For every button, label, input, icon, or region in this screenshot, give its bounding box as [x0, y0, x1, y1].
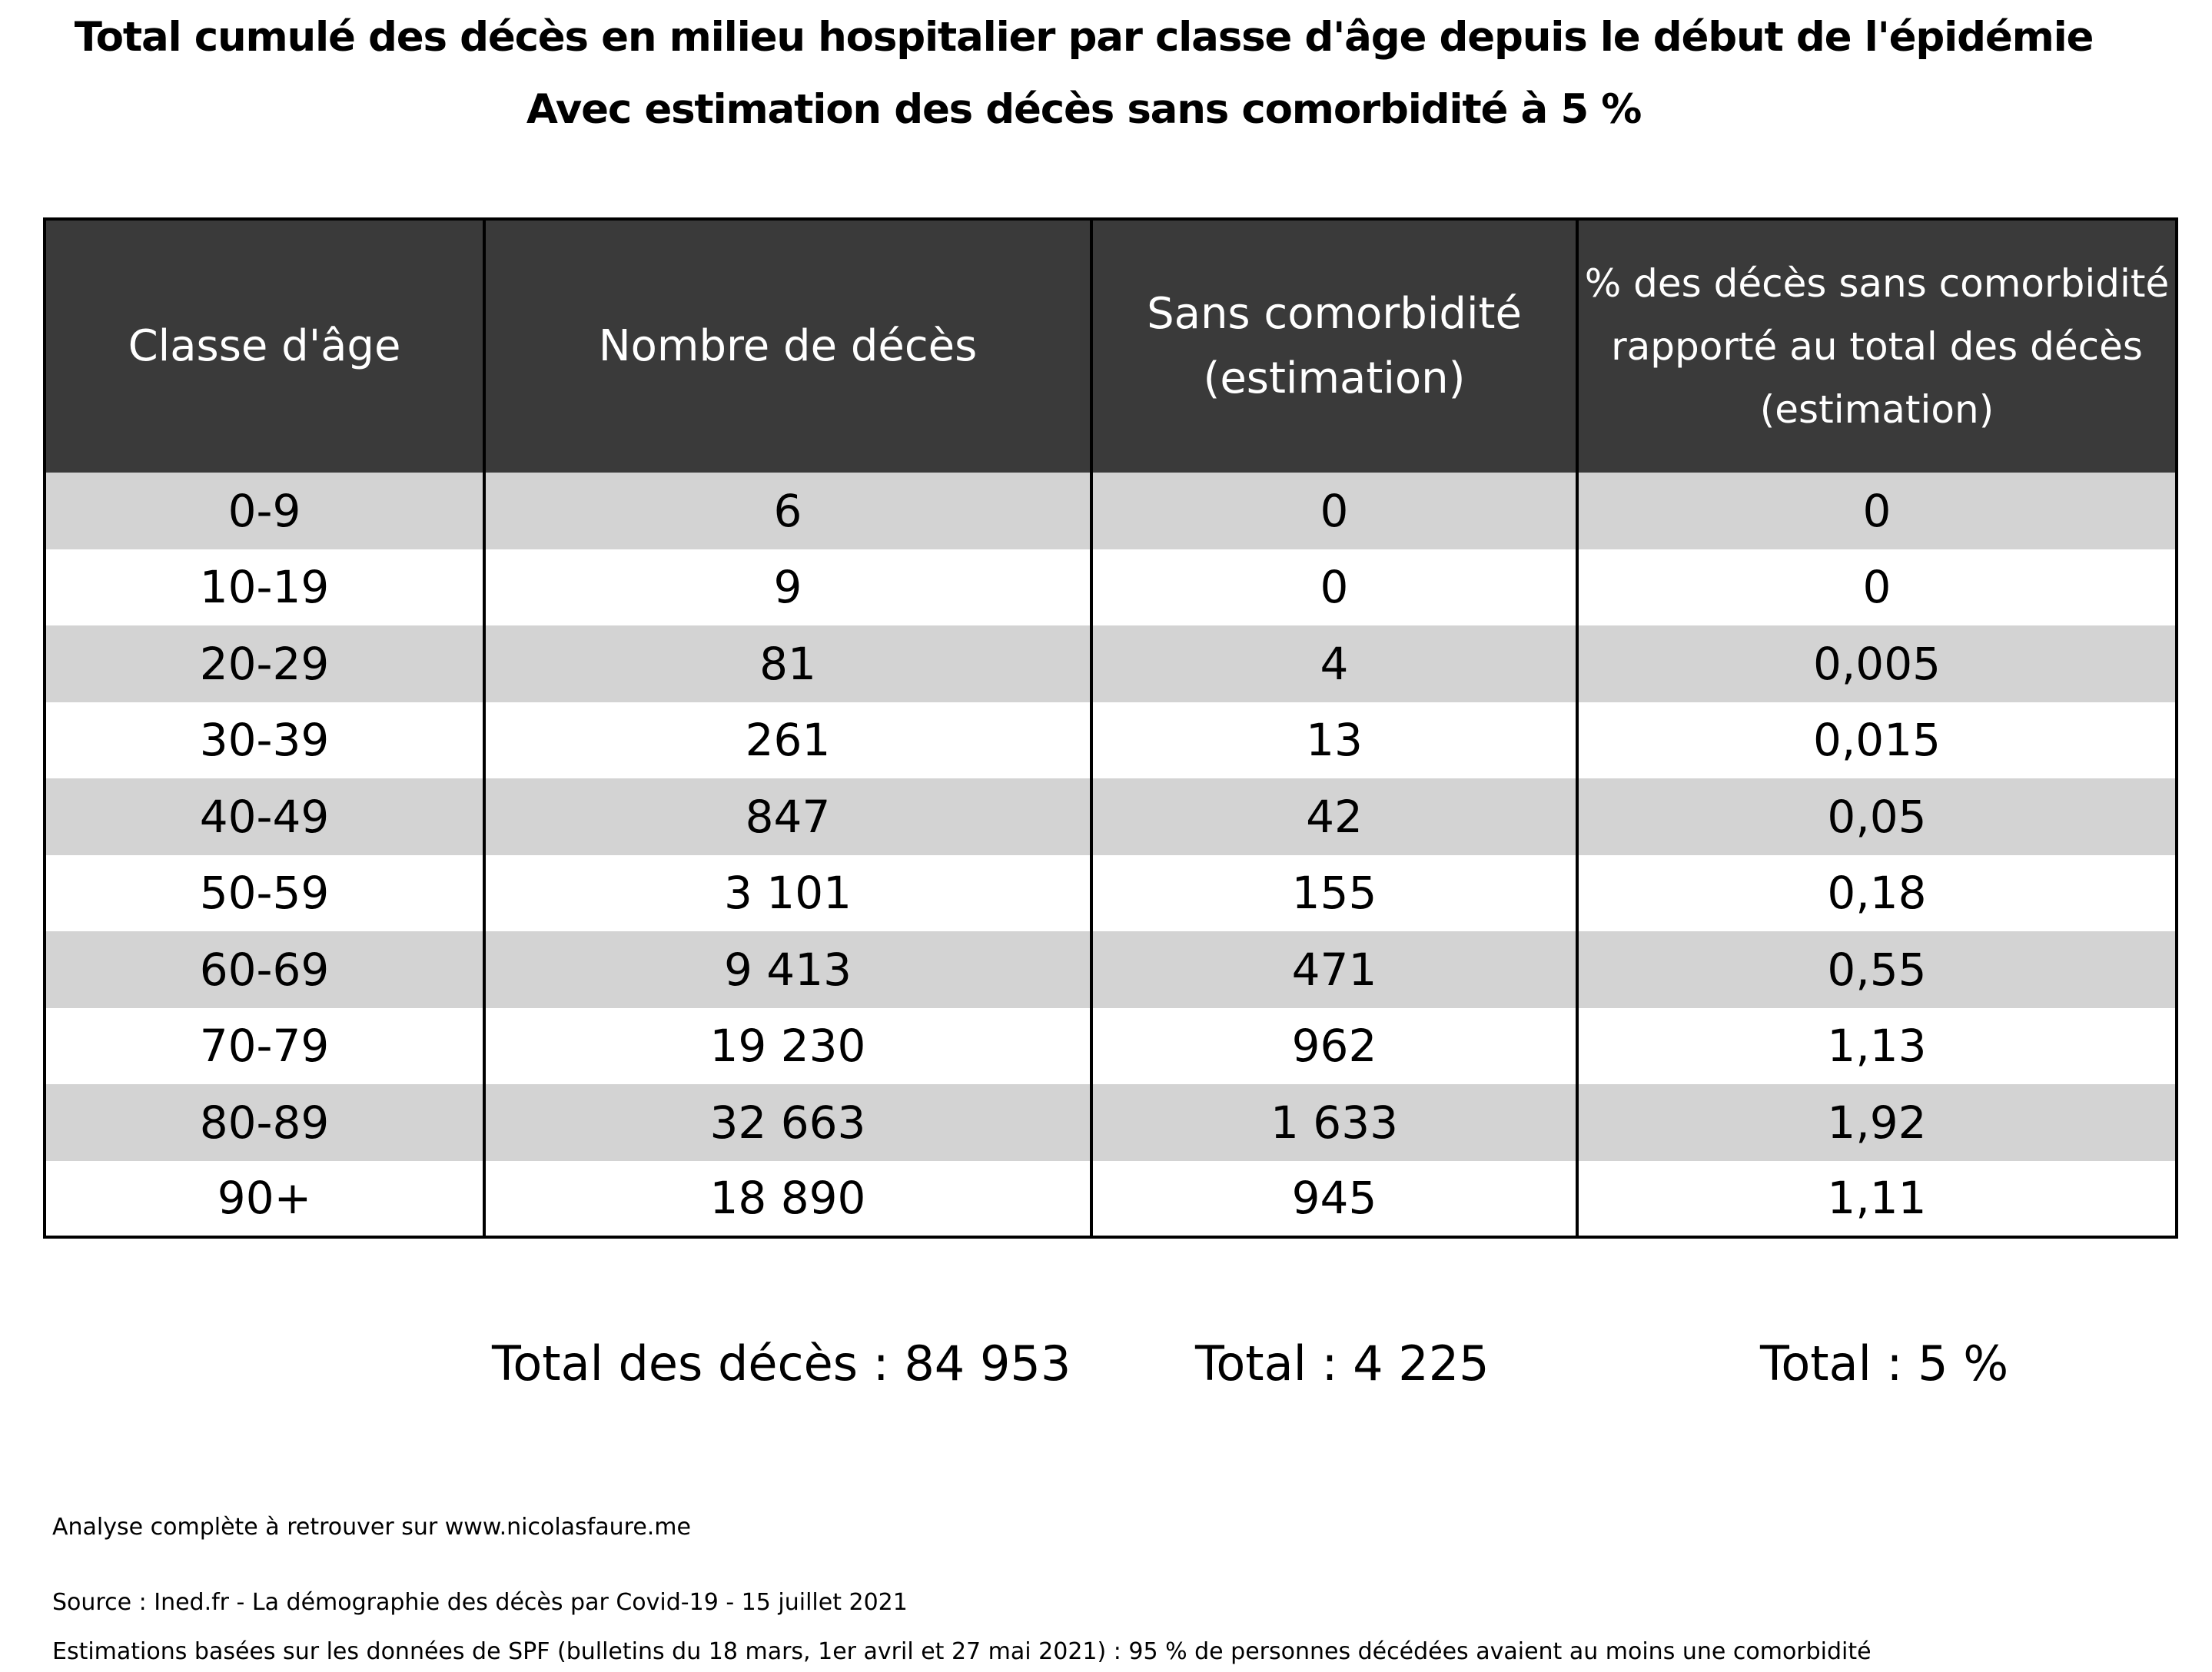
cell-age-class: 10-19	[45, 549, 484, 625]
cell-age-class: 30-39	[45, 702, 484, 778]
chart-subtitle: Avec estimation des décès sans comorbidi…	[526, 86, 1642, 133]
header-death-count: Nombre de décès	[483, 219, 1091, 473]
cell-without-comorbidity: 4	[1090, 625, 1577, 702]
cell-age-class: 40-49	[45, 778, 484, 855]
cell-without-comorbidity: 1 633	[1090, 1084, 1577, 1161]
cell-percent: 0,05	[1576, 778, 2177, 855]
cell-percent: 1,11	[1576, 1160, 2177, 1237]
table-row: 0-9 6 0 0	[45, 473, 2177, 549]
deaths-table: Classe d'âge Nombre de décès Sans comorb…	[43, 217, 2178, 1239]
cell-death-count: 18 890	[483, 1160, 1091, 1237]
cell-without-comorbidity: 471	[1090, 931, 1577, 1008]
table-row: 90+ 18 890 945 1,11	[45, 1160, 2177, 1237]
cell-death-count: 6	[483, 473, 1091, 549]
cell-percent: 0,005	[1576, 625, 2177, 702]
table-row: 20-29 81 4 0,005	[45, 625, 2177, 702]
table-row: 60-69 9 413 471 0,55	[45, 931, 2177, 1008]
total-percent: Total : 5 %	[1760, 1335, 2009, 1392]
cell-without-comorbidity: 42	[1090, 778, 1577, 855]
cell-death-count: 9	[483, 549, 1091, 625]
cell-death-count: 19 230	[483, 1007, 1091, 1084]
cell-without-comorbidity: 945	[1090, 1160, 1577, 1237]
header-age-class: Classe d'âge	[45, 219, 484, 473]
cell-without-comorbidity: 962	[1090, 1007, 1577, 1084]
cell-death-count: 261	[483, 702, 1091, 778]
cell-percent: 0	[1576, 473, 2177, 549]
cell-age-class: 90+	[45, 1160, 484, 1237]
source-note: Source : Ined.fr - La démographie des dé…	[52, 1589, 908, 1616]
cell-age-class: 80-89	[45, 1084, 484, 1161]
cell-without-comorbidity: 13	[1090, 702, 1577, 778]
table-body: 0-9 6 0 0 10-19 9 0 0 20-29 81 4 0,005 30-39 261 13 0,0…	[45, 473, 2177, 1237]
total-without-comorbidity: Total : 4 225	[1195, 1335, 1490, 1392]
table-row: 70-79 19 230 962 1,13	[45, 1007, 2177, 1084]
cell-age-class: 70-79	[45, 1007, 484, 1084]
cell-death-count: 3 101	[483, 854, 1091, 931]
cell-without-comorbidity: 0	[1090, 473, 1577, 549]
cell-age-class: 60-69	[45, 931, 484, 1008]
table-row: 30-39 261 13 0,015	[45, 702, 2177, 778]
table-header-row: Classe d'âge Nombre de décès Sans comorb…	[45, 219, 2177, 473]
table-row: 50-59 3 101 155 0,18	[45, 854, 2177, 931]
table-row: 80-89 32 663 1 633 1,92	[45, 1084, 2177, 1161]
cell-without-comorbidity: 0	[1090, 549, 1577, 625]
cell-death-count: 847	[483, 778, 1091, 855]
header-percent-without-comorbidity: % des décès sans comorbidité rapporté au…	[1576, 219, 2177, 473]
cell-age-class: 20-29	[45, 625, 484, 702]
table-row: 40-49 847 42 0,05	[45, 778, 2177, 855]
cell-age-class: 0-9	[45, 473, 484, 549]
cell-percent: 1,92	[1576, 1084, 2177, 1161]
total-deaths: Total des décès : 84 953	[492, 1335, 1071, 1392]
cell-without-comorbidity: 155	[1090, 854, 1577, 931]
cell-age-class: 50-59	[45, 854, 484, 931]
cell-percent: 0,015	[1576, 702, 2177, 778]
estimation-note: Estimations basées sur les données de SP…	[52, 1638, 1872, 1665]
chart-title: Total cumulé des décès en milieu hospita…	[74, 14, 2094, 61]
cell-percent: 1,13	[1576, 1007, 2177, 1084]
cell-percent: 0,18	[1576, 854, 2177, 931]
cell-percent: 0,55	[1576, 931, 2177, 1008]
cell-percent: 0	[1576, 549, 2177, 625]
analysis-link-note: Analyse complète à retrouver sur www.nic…	[52, 1514, 691, 1541]
cell-death-count: 32 663	[483, 1084, 1091, 1161]
header-without-comorbidity: Sans comorbidité (estimation)	[1090, 219, 1577, 473]
cell-death-count: 81	[483, 625, 1091, 702]
table-row: 10-19 9 0 0	[45, 549, 2177, 625]
cell-death-count: 9 413	[483, 931, 1091, 1008]
